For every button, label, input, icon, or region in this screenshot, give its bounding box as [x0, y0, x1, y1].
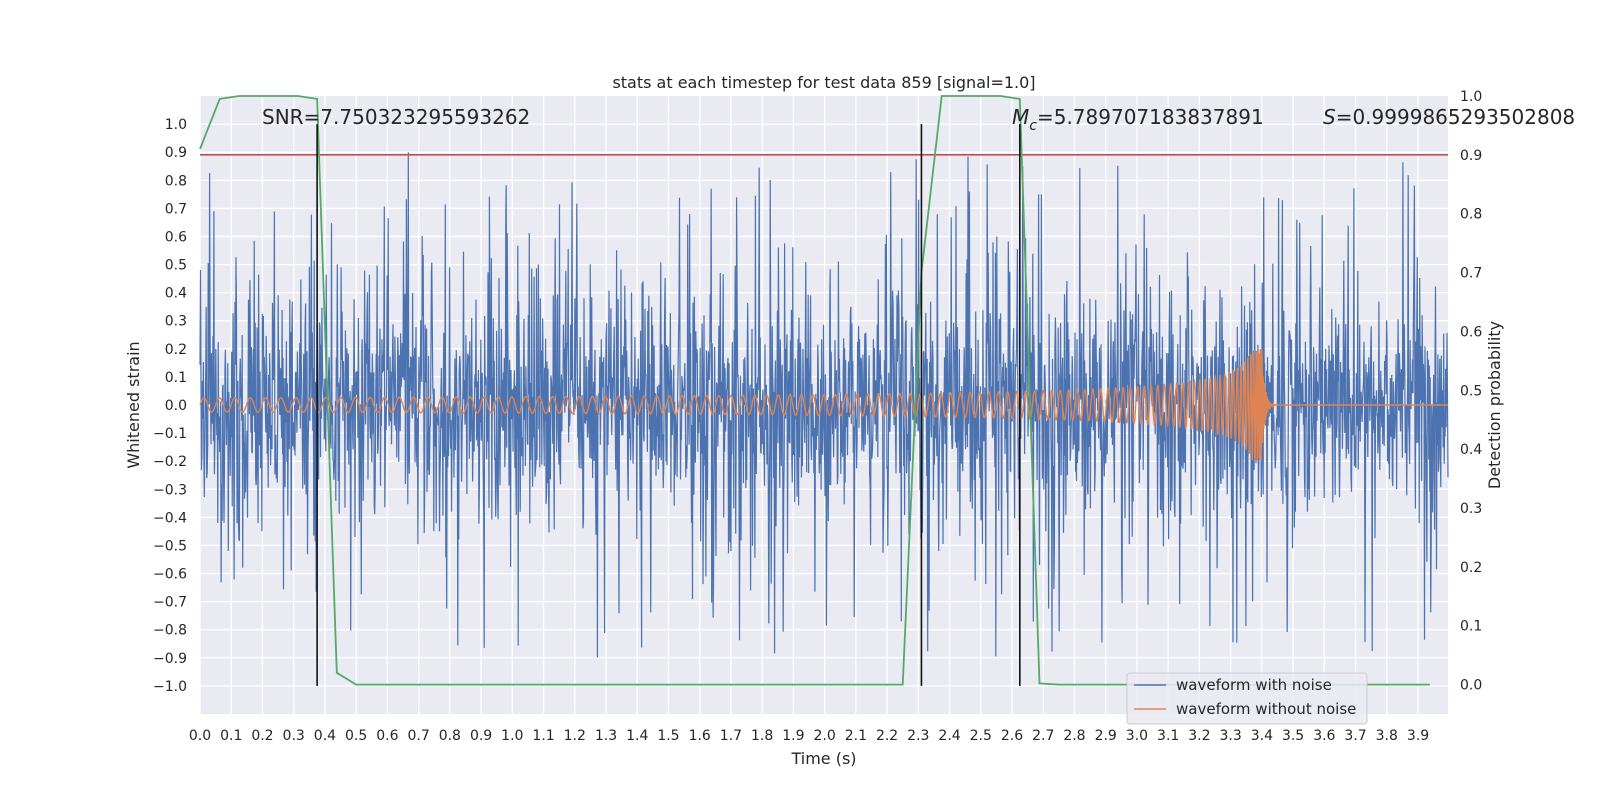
x-tick-label: 2.4 — [938, 728, 960, 744]
x-tick-label: 1.0 — [501, 728, 523, 744]
y2-tick-label: 0.3 — [1460, 501, 1482, 517]
y2-tick-label: 0.2 — [1460, 560, 1482, 576]
detection-markers — [316, 124, 1021, 686]
y-tick-label: 0.8 — [165, 173, 187, 189]
x-tick-label: 0.0 — [189, 728, 211, 744]
x-tick-label: 0.8 — [439, 728, 461, 744]
y-tick-labels: 1.0 0.9 0.8 0.7 0.6 0.5 0.4 0.3 0.2 0.1 0.0 −0.1 −0.… — [153, 117, 187, 695]
x-tick-label: 2.2 — [876, 728, 898, 744]
x-tick-label: 1.9 — [782, 728, 804, 744]
x-tick-label: 1.2 — [564, 728, 586, 744]
y-tick-label: 0.3 — [165, 314, 187, 330]
y2-tick-label: 0.9 — [1460, 148, 1482, 164]
series-waveform-without-noise — [199, 348, 1448, 461]
y-tick-label: 0.9 — [165, 145, 187, 161]
x-tick-label: 1.7 — [720, 728, 742, 744]
y2-axis-label: Detection probability — [1485, 321, 1504, 489]
snr-annotation: SNR=7.750323295593262 — [262, 105, 530, 129]
x-tick-label: 3.7 — [1344, 728, 1366, 744]
x-tick-label: 0.6 — [376, 728, 398, 744]
x-tick-label: 1.4 — [626, 728, 648, 744]
y-tick-label: 0.6 — [165, 229, 187, 245]
x-axis-label: Time (s) — [790, 749, 856, 768]
x-tick-label: 3.1 — [1157, 728, 1179, 744]
x-tick-label: 2.5 — [970, 728, 992, 744]
score-symbol: S — [1323, 105, 1336, 129]
score-value: =0.9999865293502808 — [1336, 105, 1575, 129]
probability-line — [199, 95, 1430, 686]
x-tick-label: 1.5 — [657, 728, 679, 744]
y-tick-label: 0.4 — [165, 286, 187, 302]
y-tick-label: −0.9 — [153, 651, 187, 667]
y-tick-label: −0.5 — [153, 538, 187, 554]
chart-title: stats at each timestep for test data 859… — [612, 73, 1035, 92]
legend-label-without-noise: waveform without noise — [1176, 700, 1356, 718]
x-tick-label: 2.0 — [813, 728, 835, 744]
x-tick-label: 2.6 — [1001, 728, 1023, 744]
x-tick-label: 1.1 — [532, 728, 554, 744]
chirp-mass-symbol: M — [1012, 105, 1029, 129]
y-tick-label: 0.5 — [165, 258, 187, 274]
x-tick-label: 3.9 — [1407, 728, 1429, 744]
x-tick-label: 0.3 — [283, 728, 305, 744]
y-axis-label: Whitened strain — [124, 341, 143, 468]
chirp-mass-annotation: Mc=5.789707183837891 — [1012, 105, 1264, 134]
y-tick-label: −0.2 — [153, 454, 187, 470]
y2-tick-label: 0.5 — [1460, 383, 1482, 399]
y2-tick-label: 0.7 — [1460, 266, 1482, 282]
x-tick-label: 3.8 — [1376, 728, 1398, 744]
x-tick-label: 1.3 — [595, 728, 617, 744]
y2-tick-label: 0.1 — [1460, 619, 1482, 635]
y2-tick-label: 0.8 — [1460, 207, 1482, 223]
x-tick-label: 2.1 — [845, 728, 867, 744]
y2-tick-label: 0.0 — [1460, 678, 1482, 694]
chirp-mass-value: =5.789707183837891 — [1037, 105, 1264, 129]
y-tick-label: −1.0 — [153, 679, 187, 695]
x-tick-label: 0.4 — [314, 728, 336, 744]
x-tick-label: 3.3 — [1219, 728, 1241, 744]
y-tick-label: −0.3 — [153, 482, 187, 498]
y-tick-label: 0.0 — [165, 398, 187, 414]
y-tick-label: 0.2 — [165, 342, 187, 358]
noise-line — [199, 152, 1449, 658]
x-tick-label: 3.4 — [1251, 728, 1273, 744]
chirp-line — [199, 348, 1448, 461]
x-tick-labels: 0.0 0.1 0.2 0.3 0.4 0.5 0.6 0.7 0.8 0.9 1.0 1.1 1.2 1… — [189, 728, 1429, 744]
legend-box — [1126, 672, 1368, 725]
y2-tick-labels: 1.0 0.9 0.8 0.7 0.6 0.5 0.4 0.3 0.2 0.1 0.0 — [1460, 89, 1482, 694]
y2-tick-label: 1.0 — [1460, 89, 1482, 105]
y-tick-label: −0.8 — [153, 623, 187, 639]
y-tick-label: −0.4 — [153, 510, 187, 526]
x-tick-label: 2.8 — [1063, 728, 1085, 744]
x-tick-label: 0.5 — [345, 728, 367, 744]
x-tick-label: 1.8 — [751, 728, 773, 744]
legend: waveform with noise waveform without noi… — [1126, 672, 1368, 725]
x-tick-label: 2.9 — [1095, 728, 1117, 744]
y2-tick-label: 0.6 — [1460, 324, 1482, 340]
x-tick-label: 0.7 — [407, 728, 429, 744]
y-tick-label: 0.1 — [165, 370, 187, 386]
series-waveform-with-noise — [199, 152, 1449, 658]
y-tick-label: −0.6 — [153, 567, 187, 583]
score-annotation: S=0.9999865293502808 — [1323, 105, 1575, 129]
chirp-mass-subscript: c — [1029, 118, 1037, 134]
x-tick-label: 0.9 — [470, 728, 492, 744]
y-tick-label: −0.7 — [153, 595, 187, 611]
x-tick-label: 0.1 — [220, 728, 242, 744]
x-tick-label: 3.0 — [1126, 728, 1148, 744]
x-tick-label: 0.2 — [251, 728, 273, 744]
x-tick-label: 3.5 — [1282, 728, 1304, 744]
x-tick-label: 2.3 — [907, 728, 929, 744]
x-tick-label: 3.2 — [1188, 728, 1210, 744]
x-tick-label: 1.6 — [689, 728, 711, 744]
x-tick-label: 2.7 — [1032, 728, 1054, 744]
y-tick-label: −0.1 — [153, 426, 187, 442]
x-tick-label: 3.6 — [1313, 728, 1335, 744]
y2-tick-label: 0.4 — [1460, 442, 1482, 458]
y-tick-label: 1.0 — [165, 117, 187, 133]
legend-label-with-noise: waveform with noise — [1176, 676, 1332, 694]
y-tick-label: 0.7 — [165, 201, 187, 217]
